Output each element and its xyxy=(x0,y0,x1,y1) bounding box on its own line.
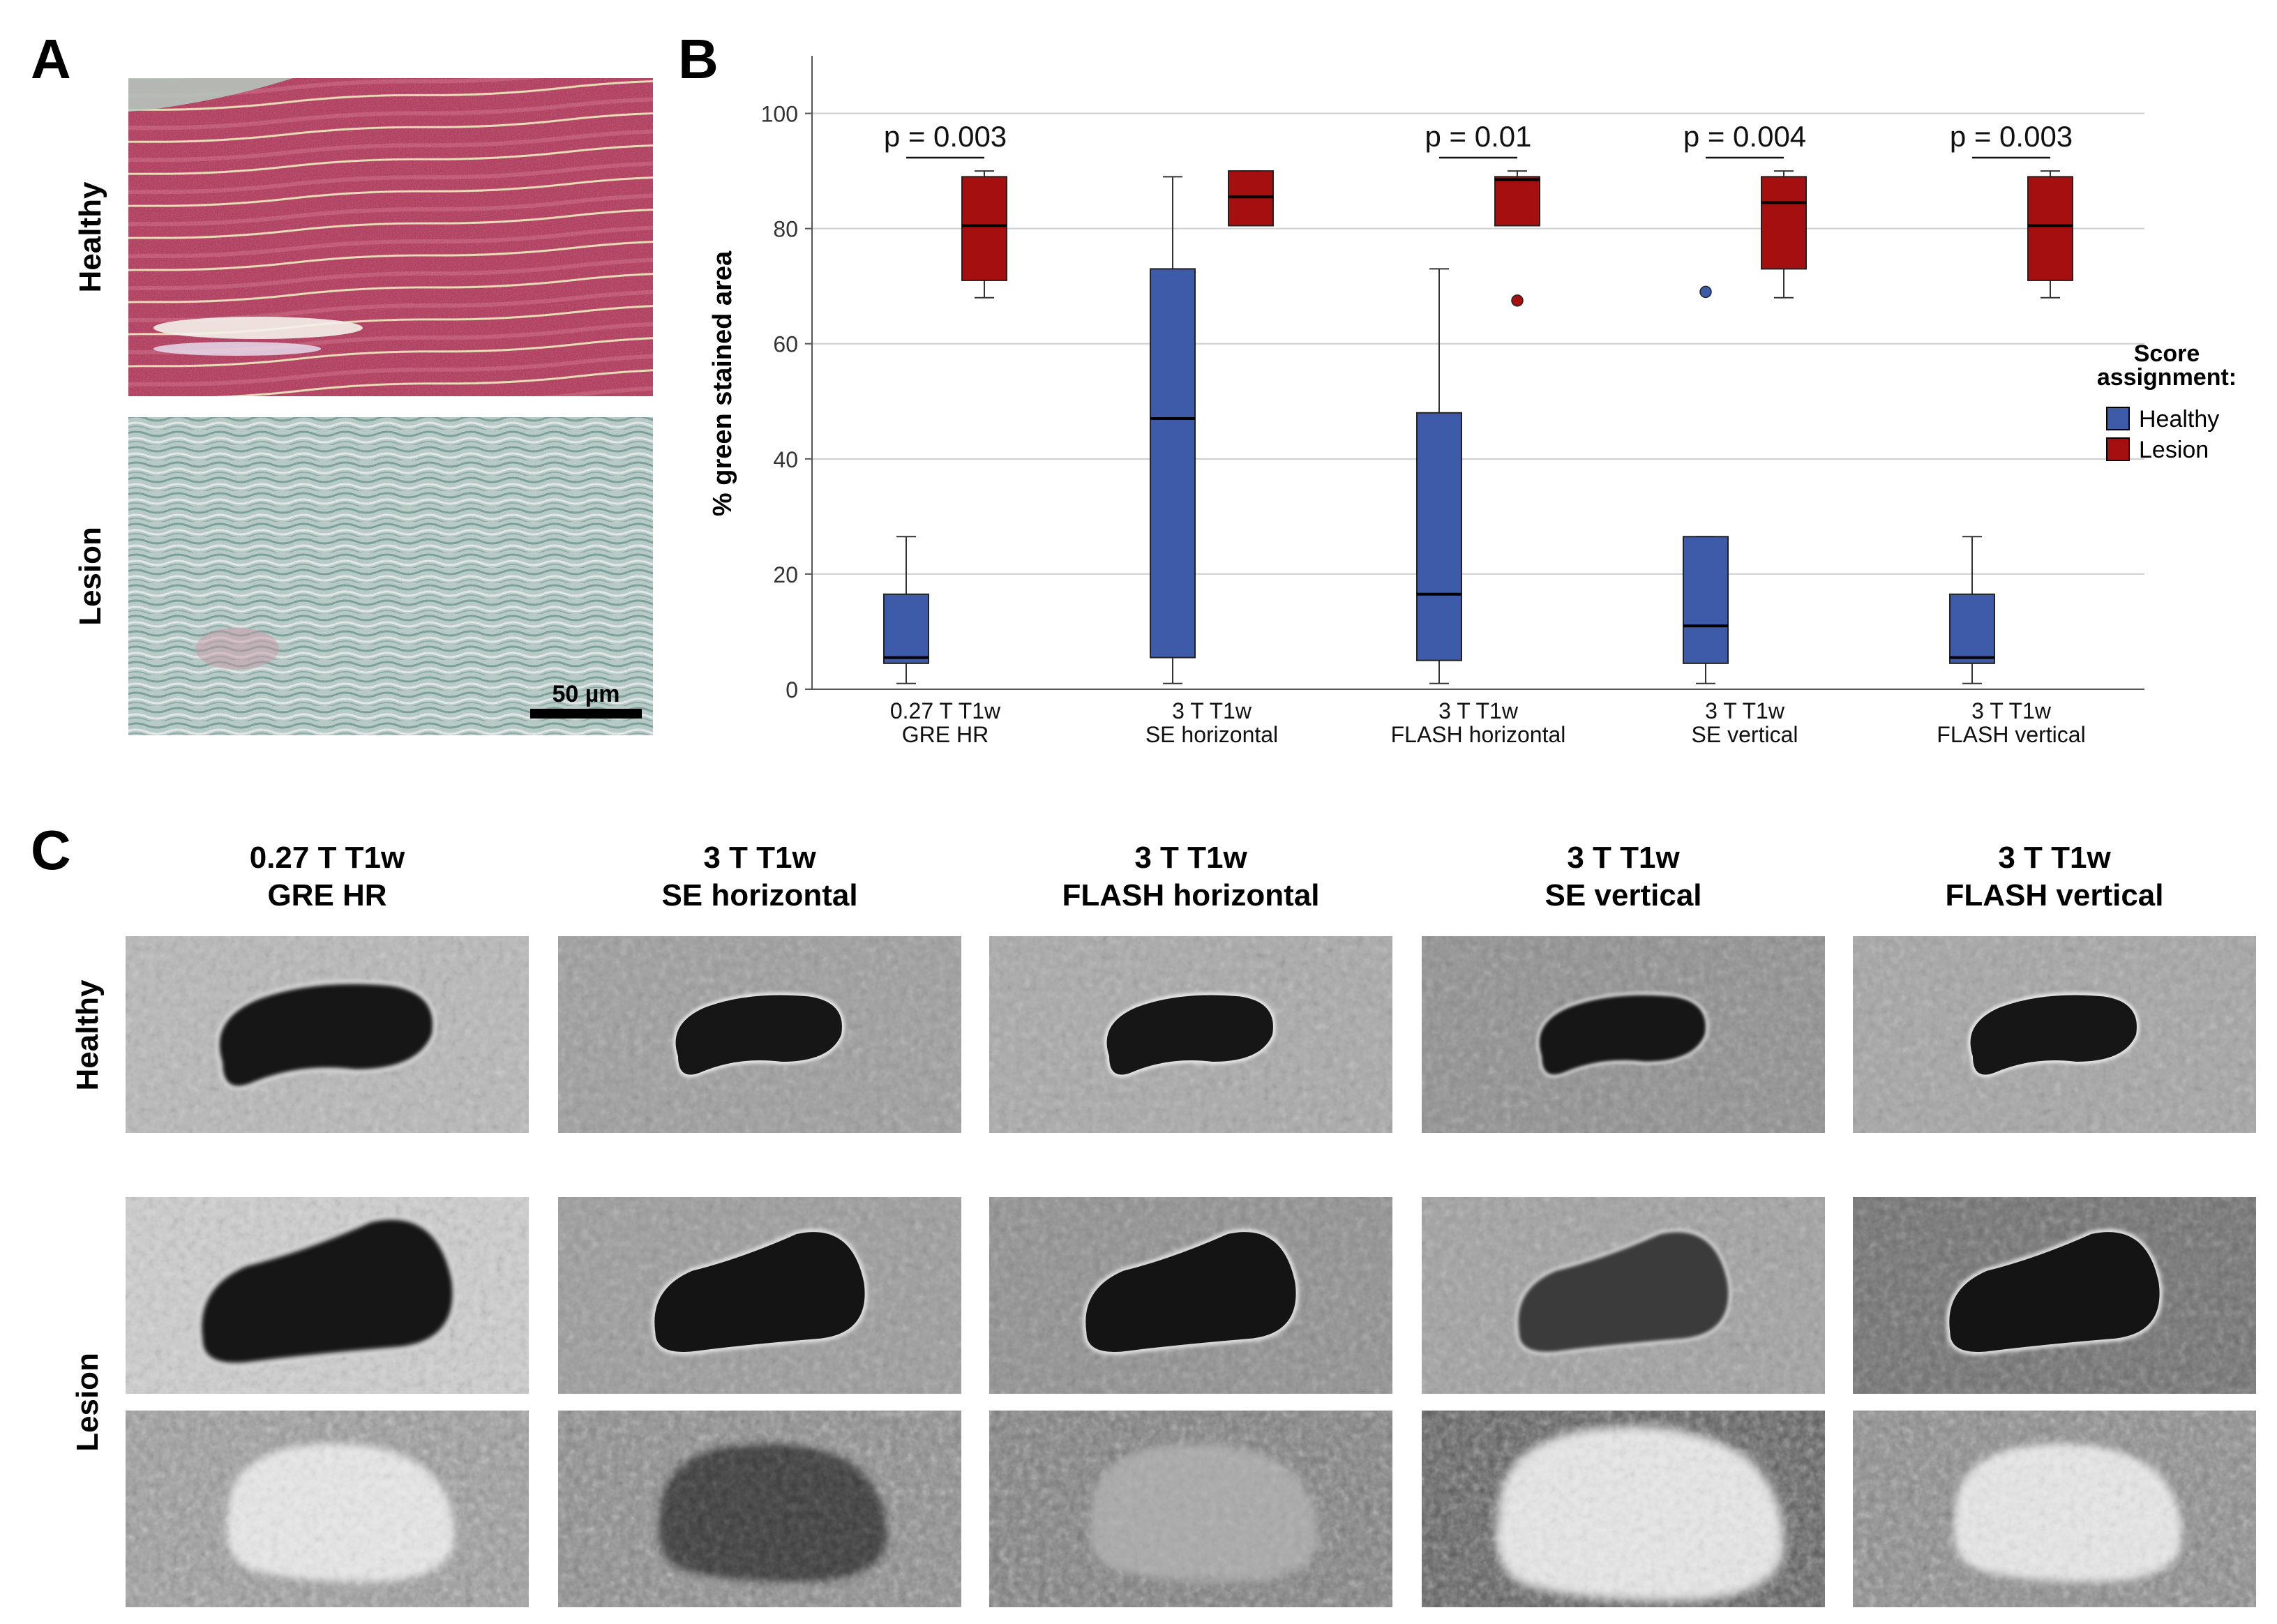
outlier-point xyxy=(1511,294,1524,307)
mri-column-header-line-1: 3 T T1w xyxy=(1134,841,1247,875)
box-healthy-2 xyxy=(1416,268,1462,684)
legend-label-healthy: Healthy xyxy=(2139,406,2219,433)
mri-image-r1-c1 xyxy=(558,1197,961,1394)
mri-row-label-lesion: Lesion xyxy=(70,1353,105,1452)
mri-image-r0-c4 xyxy=(1853,936,2256,1133)
legend-label-lesion: Lesion xyxy=(2139,437,2209,463)
p-value-label: p = 0.004 xyxy=(1683,120,1806,153)
p-value-label: p = 0.01 xyxy=(1425,120,1532,153)
box-lesion-4 xyxy=(2027,170,2073,299)
x-category-label-line-2: SE horizontal xyxy=(1145,722,1278,747)
mri-image-r1-c0 xyxy=(126,1197,529,1394)
panel-label-c: C xyxy=(31,819,71,881)
y-tick-label: 20 xyxy=(773,562,798,587)
mri-image-r0-c2 xyxy=(989,936,1392,1133)
box-iqr xyxy=(2027,176,2073,281)
mri-column-header-line-1: 3 T T1w xyxy=(1567,841,1680,875)
x-category-label-line-2: SE vertical xyxy=(1692,722,1798,747)
mri-column-header-line-2: GRE HR xyxy=(267,878,386,912)
mri-column-header-line-2: SE vertical xyxy=(1545,878,1701,912)
mri-column-header-line-1: 3 T T1w xyxy=(703,841,816,875)
mri-image-r2-c1 xyxy=(558,1411,961,1607)
box-iqr xyxy=(1494,176,1540,227)
p-value-label: p = 0.003 xyxy=(1950,120,2073,153)
mri-column-header-line-2: SE horizontal xyxy=(661,878,857,912)
x-category-label-line-2: FLASH horizontal xyxy=(1391,722,1566,747)
box-iqr xyxy=(1228,170,1274,227)
scale-bar xyxy=(530,709,642,719)
box-healthy-3 xyxy=(1683,285,1729,684)
x-category-label-line-1: 3 T T1w xyxy=(1438,698,1519,723)
histology-lesion-image xyxy=(128,417,653,735)
panel-label-a: A xyxy=(31,28,71,90)
box-lesion-2 xyxy=(1494,170,1540,307)
legend-swatch-healthy xyxy=(2106,407,2130,430)
y-tick-label: 80 xyxy=(773,217,798,242)
x-category-label-line-1: 3 T T1w xyxy=(1172,698,1252,723)
x-category-label-line-2: GRE HR xyxy=(902,722,989,747)
legend-swatch-lesion xyxy=(2106,437,2130,461)
mri-image-r1-c2 xyxy=(989,1197,1392,1394)
box-lesion-1 xyxy=(1228,170,1274,227)
mri-image-r2-c2 xyxy=(989,1411,1392,1607)
box-healthy-4 xyxy=(1949,536,1995,684)
mri-column-header-line-1: 0.27 T T1w xyxy=(250,841,405,875)
outlier-point xyxy=(1699,285,1712,299)
mri-column-header-line-2: FLASH horizontal xyxy=(1062,878,1319,912)
legend-title-line-2: assignment: xyxy=(2097,364,2237,391)
y-axis-label: % green stained area xyxy=(708,250,737,516)
y-tick-label: 40 xyxy=(773,447,798,472)
box-iqr xyxy=(961,176,1007,281)
histology-healthy-image xyxy=(128,78,653,396)
x-category-label-line-1: 0.27 T T1w xyxy=(890,698,1001,723)
mri-image-r0-c1 xyxy=(558,936,961,1133)
box-iqr xyxy=(1949,593,1995,664)
box-lesion-0 xyxy=(961,170,1007,299)
x-category-label-line-2: FLASH vertical xyxy=(1937,722,2085,747)
mri-image-r2-c3 xyxy=(1422,1411,1825,1607)
histology-row-label-lesion: Lesion xyxy=(73,527,107,626)
mri-image-r1-c3 xyxy=(1422,1197,1825,1394)
mri-image-r0-c0 xyxy=(126,936,529,1133)
mri-image-r2-c0 xyxy=(126,1411,529,1607)
legend-title-line-1: Score xyxy=(2134,340,2200,367)
mri-image-r1-c4 xyxy=(1853,1197,2256,1394)
box-iqr xyxy=(1683,536,1729,664)
panel-label-b: B xyxy=(678,28,719,90)
box-healthy-0 xyxy=(883,536,929,684)
box-healthy-1 xyxy=(1150,176,1196,684)
mri-image-r2-c4 xyxy=(1853,1411,2256,1607)
box-iqr xyxy=(1150,268,1196,659)
box-iqr xyxy=(883,593,929,664)
box-lesion-3 xyxy=(1761,170,1807,299)
p-value-label: p = 0.003 xyxy=(884,120,1007,153)
y-tick-label: 60 xyxy=(773,332,798,357)
x-category-label-line-1: 3 T T1w xyxy=(1705,698,1785,723)
mri-column-header-line-1: 3 T T1w xyxy=(1998,841,2111,875)
mri-column-header-line-2: FLASH vertical xyxy=(1946,878,2164,912)
box-iqr xyxy=(1761,176,1807,270)
y-tick-label: 0 xyxy=(786,677,798,702)
scale-bar-label: 50 µm xyxy=(552,681,619,707)
x-category-label-line-1: 3 T T1w xyxy=(1971,698,2052,723)
y-tick-label: 100 xyxy=(761,102,798,127)
mri-image-r0-c3 xyxy=(1422,936,1825,1133)
box-plot-chart: 0 20 40 60 80 100 p = 0.003 p = 0.01 p = 0.004 p… xyxy=(761,56,2144,747)
box-iqr xyxy=(1416,412,1462,661)
mri-row-label-healthy: Healthy xyxy=(70,979,105,1090)
histology-row-label-healthy: Healthy xyxy=(73,181,107,292)
legend: Score assignment: Healthy Lesion xyxy=(2097,340,2237,463)
mri-image-grid xyxy=(126,936,2256,1607)
